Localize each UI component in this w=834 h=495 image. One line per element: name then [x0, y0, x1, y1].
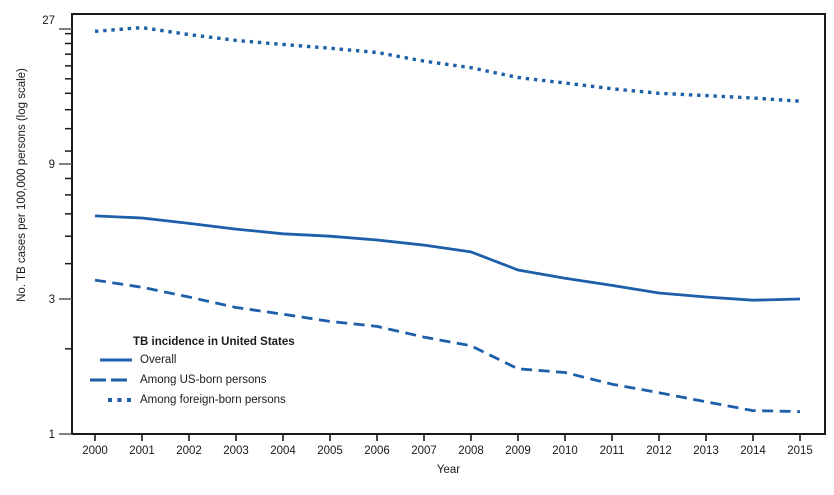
x-tick-label: 2013 [693, 445, 719, 457]
x-axis-label: Year [436, 464, 461, 476]
legend-item-foreign-born: Among foreign-born persons [86, 390, 295, 410]
plot-frame [71, 13, 826, 435]
x-tick-label: 2001 [129, 445, 155, 457]
legend-item-us-born: Among US-born persons [86, 370, 295, 390]
x-tick-label: 2007 [411, 445, 437, 457]
x-tick-label: 2009 [505, 445, 531, 457]
x-tick-label: 2003 [223, 445, 249, 457]
x-tick-label: 2006 [364, 445, 390, 457]
y-tick-label: 3 [49, 294, 55, 306]
y-axis-label: No. TB cases per 100,000 persons (log sc… [16, 68, 28, 302]
legend-label-foreign-born: Among foreign-born persons [140, 394, 286, 406]
legend-swatch-dotted-line [86, 397, 132, 403]
series-line-among-us-born-persons [94, 278, 801, 413]
series-line-overall [94, 214, 801, 302]
x-tick-label: 2011 [600, 445, 625, 457]
x-tick-label: 2002 [176, 445, 202, 457]
x-tick-label: 2004 [270, 445, 296, 457]
legend-swatch-solid-line [86, 357, 132, 363]
x-tick-label: 2005 [317, 445, 343, 457]
legend-item-overall: Overall [86, 350, 295, 370]
x-tick-label: 2000 [82, 445, 108, 457]
legend-label-overall: Overall [140, 354, 177, 366]
y-tick-label: 27 [42, 15, 55, 27]
x-tick-label: 2014 [740, 445, 766, 457]
y-tick-label: 1 [49, 429, 55, 441]
legend-title: TB incidence in United States [133, 336, 295, 348]
x-tick-label: 2010 [552, 445, 578, 457]
x-tick-label: 2012 [646, 445, 672, 457]
series-line-among-foreign-born-persons [94, 25, 801, 103]
legend-label-us-born: Among US-born persons [140, 374, 267, 386]
x-tick-label: 2008 [458, 445, 484, 457]
y-tick-label: 9 [49, 159, 55, 171]
legend: TB incidence in United States Overall Am… [86, 336, 295, 410]
x-tick-label: 2015 [787, 445, 813, 457]
legend-swatch-dashed-line [86, 377, 132, 383]
